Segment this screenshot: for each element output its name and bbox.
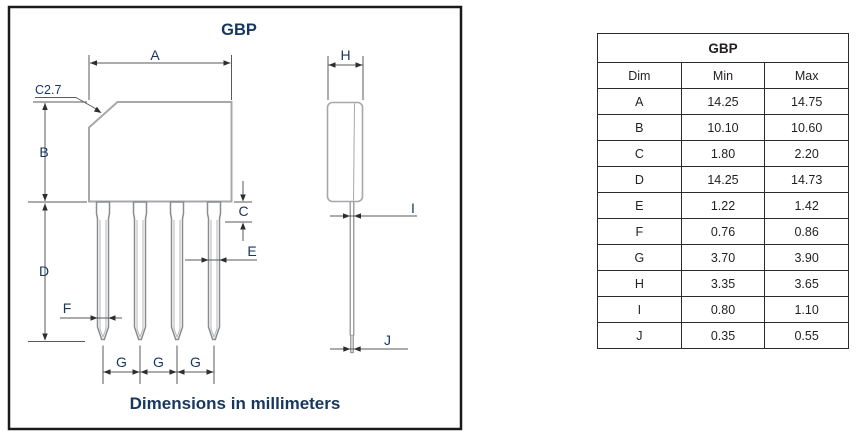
table-row-b: B 10.10 10.60: [597, 114, 849, 141]
dim-D: D: [28, 201, 87, 342]
cell-dim: E: [597, 192, 682, 219]
package-drawing: GBP: [7, 5, 463, 431]
cell-min: 14.25: [680, 88, 766, 115]
dim-label-h: H: [340, 47, 350, 63]
dimensions-table-container: GBP Dim Min Max A 14.25 14.75 B 10.10 10…: [597, 33, 849, 349]
table-row-g: G 3.70 3.90: [597, 244, 849, 271]
dim-I: I: [330, 200, 417, 219]
cell-dim: D: [597, 166, 682, 193]
cell-min: 1.22: [680, 192, 766, 219]
cell-max: 0.86: [764, 218, 849, 245]
cell-min: 0.35: [680, 322, 766, 349]
lead-2: [132, 201, 148, 341]
table-title-row: GBP: [597, 33, 849, 63]
cell-dim: F: [597, 218, 682, 245]
table-row-a: A 14.25 14.75: [597, 88, 849, 115]
dim-label-j: J: [384, 332, 391, 348]
dim-label-g2: G: [153, 354, 164, 370]
table-row-f: F 0.76 0.86: [597, 218, 849, 245]
dim-label-f: F: [63, 300, 72, 316]
cell-dim: B: [597, 114, 682, 141]
dim-label-a: A: [150, 47, 160, 63]
lead-side: [349, 202, 355, 354]
lead-3: [169, 201, 185, 341]
dim-label-c: C: [238, 203, 248, 219]
drawing-caption: Dimensions in millimeters: [130, 394, 341, 413]
front-view: A C2.7 B: [28, 47, 257, 384]
drawing-panel-border: [7, 5, 463, 431]
table-row-e: E 1.22 1.42: [597, 192, 849, 219]
cell-max: 2.20: [764, 140, 849, 167]
cell-min: 0.80: [680, 296, 766, 323]
cell-min: 10.10: [680, 114, 766, 141]
package-body-side: [326, 101, 364, 203]
dim-B: B: [33, 101, 87, 201]
table-row-c: C 1.80 2.20: [597, 140, 849, 167]
table-title: GBP: [597, 33, 849, 63]
dim-label-i: I: [411, 200, 415, 216]
dim-label-d: D: [39, 263, 49, 279]
cell-dim: C: [597, 140, 682, 167]
column-header-max: Max: [764, 62, 849, 89]
cell-max: 3.90: [764, 244, 849, 271]
dim-H: H: [327, 47, 364, 100]
cell-min: 1.80: [680, 140, 766, 167]
cell-dim: J: [597, 322, 682, 349]
cell-max: 0.55: [764, 322, 849, 349]
cell-dim: A: [597, 88, 682, 115]
cell-min: 3.35: [680, 270, 766, 297]
dim-C: C: [225, 181, 252, 241]
cell-min: 14.25: [680, 166, 766, 193]
table-row-d: D 14.25 14.73: [597, 166, 849, 193]
dim-label-e: E: [247, 243, 256, 259]
column-header-min: Min: [680, 62, 766, 89]
chamfer-callout: C2.7: [35, 83, 102, 113]
cell-max: 1.10: [764, 296, 849, 323]
dim-label-b: B: [39, 144, 48, 160]
cell-dim: H: [597, 270, 682, 297]
cell-max: 10.60: [764, 114, 849, 141]
lead-1: [95, 201, 111, 341]
dim-label-g3: G: [190, 354, 201, 370]
dim-F: F: [60, 300, 122, 321]
table-row-i: I 0.80 1.10: [597, 296, 849, 323]
cell-min: 3.70: [680, 244, 766, 271]
table-row-j: J 0.35 0.55: [597, 322, 849, 349]
cell-max: 3.65: [764, 270, 849, 297]
dim-J: J: [330, 332, 408, 352]
package-body-front: [88, 101, 233, 203]
cell-dim: I: [597, 296, 682, 323]
column-header-dim: Dim: [597, 62, 682, 89]
table-row-h: H 3.35 3.65: [597, 270, 849, 297]
dim-E: E: [185, 243, 257, 263]
lead-4: [206, 201, 222, 341]
cell-max: 1.42: [764, 192, 849, 219]
cell-max: 14.73: [764, 166, 849, 193]
dim-label-g1: G: [116, 354, 127, 370]
dim-G: G G G: [102, 345, 215, 384]
chamfer-note-label: C2.7: [35, 83, 61, 97]
cell-min: 0.76: [680, 218, 766, 245]
dimensions-table: GBP Dim Min Max A 14.25 14.75 B 10.10 10…: [597, 33, 849, 349]
cell-dim: G: [597, 244, 682, 271]
drawing-title: GBP: [221, 21, 257, 39]
cell-max: 14.75: [764, 88, 849, 115]
dim-A: A: [88, 47, 232, 100]
table-header-row: Dim Min Max: [597, 62, 849, 89]
side-view: H I J: [326, 47, 417, 354]
